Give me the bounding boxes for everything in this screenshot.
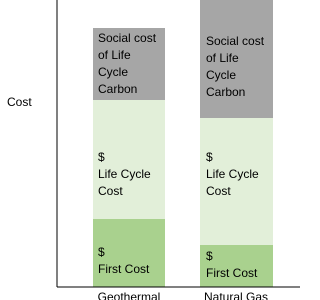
- bar-natural-gas: [200, 0, 273, 287]
- life-cycle-segment: [200, 118, 273, 245]
- segment-text: $: [206, 150, 213, 164]
- segment-text: Cycle: [206, 68, 236, 82]
- first-cost-segment: [93, 219, 165, 287]
- segment-text: of Life: [98, 48, 131, 62]
- first-cost-segment: [200, 245, 273, 287]
- segment-text: Life Cycle: [206, 167, 259, 181]
- segment-text: First Cost: [206, 266, 258, 280]
- segment-text: Cost: [206, 184, 231, 198]
- segment-text: $: [98, 150, 105, 164]
- segment-text: $: [206, 249, 213, 263]
- segment-text: First Cost: [98, 262, 150, 276]
- category-label: Geothermal: [98, 290, 161, 300]
- segment-text: Life Cycle: [98, 167, 151, 181]
- segment-text: Social cost: [206, 34, 265, 48]
- axis-label: Cost: [7, 95, 32, 109]
- carbon-segment: [93, 28, 165, 100]
- segment-text: of Life: [206, 51, 239, 65]
- carbon-segment: [200, 0, 273, 118]
- segment-text: Social cost: [98, 31, 157, 45]
- segment-text: $: [98, 245, 105, 259]
- segment-text: Carbon: [206, 85, 245, 99]
- life-cycle-segment: [93, 100, 165, 219]
- segment-text: Cycle: [98, 65, 128, 79]
- segment-text: Cost: [98, 184, 123, 198]
- category-label: Natural Gas: [204, 290, 268, 300]
- segment-text: Carbon: [98, 82, 137, 96]
- diagram: Cost Social cost of Life Cycle Carbon $ Life …: [7, 0, 300, 300]
- bar-geothermal: [93, 28, 165, 287]
